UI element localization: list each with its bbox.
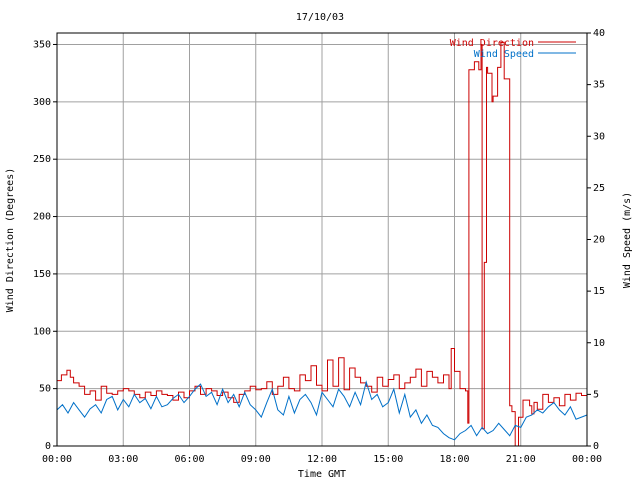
x-tick-label: 09:00 [241,454,271,465]
legend-label-wind-direction: Wind Direction [450,38,534,49]
x-tick-label: 12:00 [307,454,337,465]
y-tick-label: 250 [33,154,51,165]
x-tick-label: 06:00 [174,454,204,465]
legend-label-wind-speed: Wind Speed [474,49,534,60]
y-tick-label: 350 [33,39,51,50]
y-tick-label: 0 [45,441,51,452]
grid [57,33,587,446]
y-tick-label: 150 [33,269,51,280]
y-tick-label: 50 [39,384,51,395]
series-line-wind-direction [57,41,588,447]
y2-tick-label: 15 [593,286,605,297]
chart-title: 17/10/03 [296,12,344,23]
x-tick-label: 00:00 [572,454,602,465]
y-axis-label: Wind Direction (Degrees) [5,168,16,313]
y2-tick-label: 30 [593,131,605,142]
y-tick-label: 200 [33,212,51,223]
y-tick-label: 100 [33,326,51,337]
ticks: 00:00 03:00 06:00 09:00 12:00 15:00 18:00 21:00… [33,28,605,465]
series [56,41,588,447]
x-tick-label: 15:00 [373,454,403,465]
y2-tick-label: 10 [593,338,605,349]
x-axis-label: Time GMT [298,469,346,480]
x-tick-label: 03:00 [108,454,138,465]
y2-tick-label: 5 [593,389,599,400]
x-tick-label: 18:00 [439,454,469,465]
x-tick-label: 00:00 [42,454,72,465]
legend: Wind Direction Wind Speed [450,38,576,60]
series-line-wind-speed [56,380,588,441]
x-tick-label: 21:00 [506,454,536,465]
plot-area-frame [56,32,588,447]
y2-axis-label: Wind Speed (m/s) [622,192,633,288]
y2-tick-label: 35 [593,80,605,91]
y-tick-label: 300 [33,97,51,108]
y2-tick-label: 0 [593,441,599,452]
y2-tick-label: 40 [593,28,605,39]
y2-tick-label: 25 [593,183,605,194]
y2-tick-label: 20 [593,235,605,246]
